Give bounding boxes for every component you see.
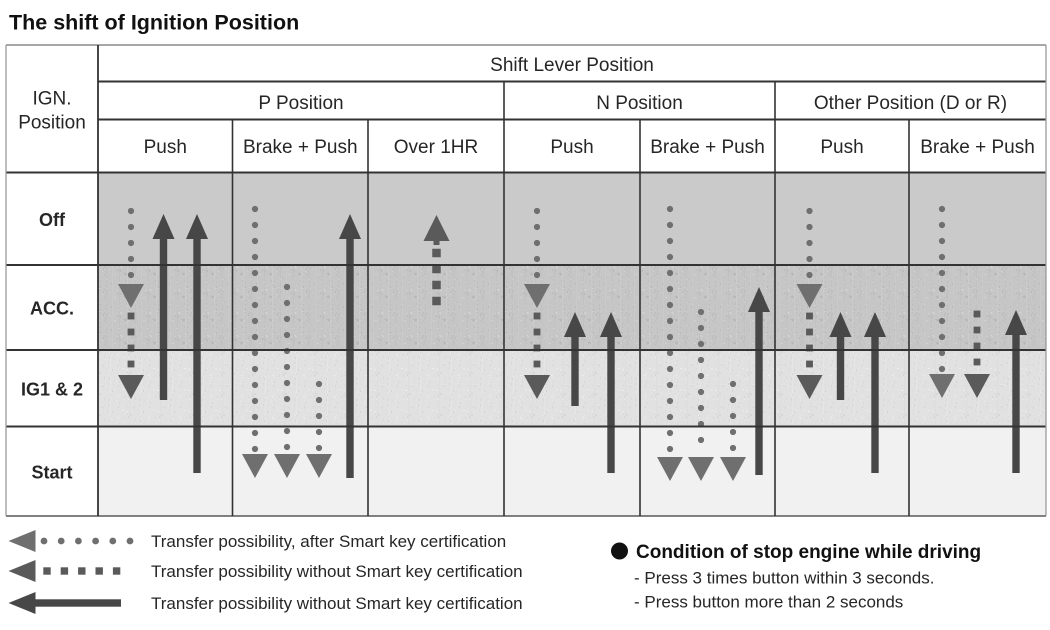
svg-text:Transfer possibility without S: Transfer possibility without Smart key c… [151, 562, 523, 581]
svg-text:Shift Lever Position: Shift Lever Position [490, 55, 654, 76]
svg-text:- Press button more than 2 sec: - Press button more than 2 seconds [634, 593, 903, 612]
svg-text:P Position: P Position [258, 93, 343, 114]
svg-text:IGN.: IGN. [32, 89, 71, 110]
svg-text:The shift of Ignition Position: The shift of Ignition Position [9, 11, 299, 35]
svg-text:Other Position (D or R): Other Position (D or R) [814, 93, 1007, 114]
svg-text:Off: Off [39, 210, 66, 230]
svg-text:Condition of stop engine while: Condition of stop engine while driving [636, 542, 981, 563]
svg-text:IG1 & 2: IG1 & 2 [21, 380, 83, 400]
svg-text:Transfer possibility without S: Transfer possibility without Smart key c… [151, 594, 523, 613]
svg-text:Over 1HR: Over 1HR [394, 137, 478, 158]
svg-text:Push: Push [144, 137, 187, 158]
svg-text:Brake + Push: Brake + Push [243, 137, 358, 158]
svg-text:- Press 3 times button within: - Press 3 times button within 3 seconds. [634, 569, 934, 588]
svg-text:Position: Position [18, 113, 86, 134]
svg-text:Brake + Push: Brake + Push [920, 137, 1035, 158]
svg-text:Start: Start [31, 463, 72, 483]
svg-text:Brake + Push: Brake + Push [650, 137, 765, 158]
svg-text:ACC.: ACC. [30, 299, 74, 319]
svg-text:Transfer possibility, after Sm: Transfer possibility, after Smart key ce… [151, 532, 506, 551]
svg-text:N Position: N Position [596, 93, 683, 114]
svg-text:Push: Push [820, 137, 863, 158]
svg-text:Push: Push [550, 137, 593, 158]
